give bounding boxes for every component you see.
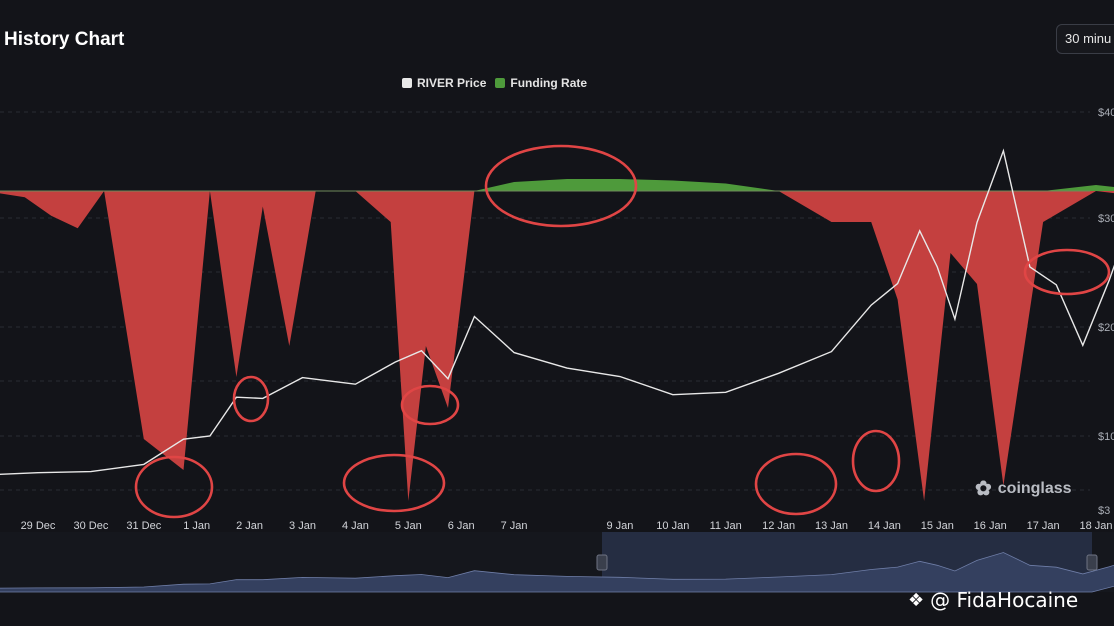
x-tick-label-9: 7 Jan <box>501 520 528 532</box>
x-tick-label-7: 5 Jan <box>395 520 422 532</box>
chart-legend: RIVER Price Funding Rate <box>402 76 587 90</box>
x-tick-label-12: 11 Jan <box>710 520 742 532</box>
coinglass-text: coinglass <box>997 479 1072 497</box>
legend-label-funding: Funding Rate <box>510 76 588 90</box>
price-line <box>0 148 1114 476</box>
x-tick-label-14: 13 Jan <box>815 520 848 532</box>
funding-rate-series <box>0 179 1114 501</box>
funding-positive-area <box>0 179 1114 191</box>
x-axis-ticks: 29 Dec 30 Dec 31 Dec 1 Jan 2 Jan 3 Jan 4 Jan 5 … <box>21 520 1113 532</box>
x-tick-label-0: 29 Dec <box>21 520 56 532</box>
x-tick-label-13: 12 Jan <box>762 520 795 532</box>
highlight-circle-1 <box>232 375 270 423</box>
binance-logo-icon: ❖ <box>908 589 925 611</box>
author-credit-text: @ FidaHocaine <box>930 588 1079 612</box>
legend-item-price[interactable]: RIVER Price <box>402 76 486 90</box>
grid-lines <box>0 111 1090 491</box>
navigator-handle-left[interactable] <box>596 554 608 571</box>
x-tick-label-18: 17 Jan <box>1027 520 1060 532</box>
y-tick-label-1: $30 <box>1098 213 1114 225</box>
x-tick-label-15: 14 Jan <box>868 520 901 532</box>
highlight-circle-0 <box>134 455 214 519</box>
x-tick-label-6: 4 Jan <box>342 520 369 532</box>
coinglass-watermark: ✿ coinglass <box>975 476 1072 501</box>
x-tick-label-19: 18 Jan <box>1079 520 1112 532</box>
highlight-circles <box>134 144 1111 519</box>
highlight-circle-4 <box>484 144 638 228</box>
x-tick-label-10: 9 Jan <box>606 520 633 532</box>
legend-swatch-funding <box>495 78 506 88</box>
coinglass-logo-icon: ✿ <box>975 478 992 500</box>
x-tick-label-4: 2 Jan <box>236 520 263 532</box>
funding-negative-area <box>0 191 1114 501</box>
highlight-circle-7 <box>1023 248 1111 296</box>
y-tick-label-2: $20 <box>1098 322 1114 334</box>
highlight-circle-2 <box>342 453 446 513</box>
x-tick-label-1: 30 Dec <box>73 520 108 532</box>
navigator-handle-right[interactable] <box>1086 554 1098 571</box>
interval-select[interactable]: 30 minu <box>1056 24 1114 54</box>
range-navigator <box>0 532 1114 593</box>
x-tick-label-8: 6 Jan <box>448 520 475 532</box>
chart-title: History Chart <box>4 29 125 50</box>
highlight-circle-5 <box>754 452 838 516</box>
legend-swatch-price <box>402 78 412 88</box>
y-tick-label-4: $3 <box>1098 505 1110 517</box>
y-axis-ticks: $40 $30 $20 $10 $3 <box>1098 107 1114 517</box>
legend-item-funding[interactable]: Funding Rate <box>495 76 587 90</box>
legend-label-price: RIVER Price <box>417 76 487 90</box>
x-tick-label-2: 31 Dec <box>126 520 161 532</box>
x-tick-label-11: 10 Jan <box>656 520 689 532</box>
highlight-circle-6 <box>851 429 901 493</box>
x-tick-label-16: 15 Jan <box>921 520 954 532</box>
author-credit: ❖ @ FidaHocaine <box>908 588 1078 612</box>
navigator-area <box>0 552 1114 593</box>
x-tick-label-3: 1 Jan <box>183 520 210 532</box>
x-tick-label-5: 3 Jan <box>289 520 316 532</box>
y-tick-label-3: $10 <box>1098 431 1114 443</box>
y-tick-label-0: $40 <box>1098 107 1114 119</box>
x-tick-label-17: 16 Jan <box>974 520 1007 532</box>
highlight-circle-3 <box>400 384 460 426</box>
price-series <box>0 148 1114 476</box>
